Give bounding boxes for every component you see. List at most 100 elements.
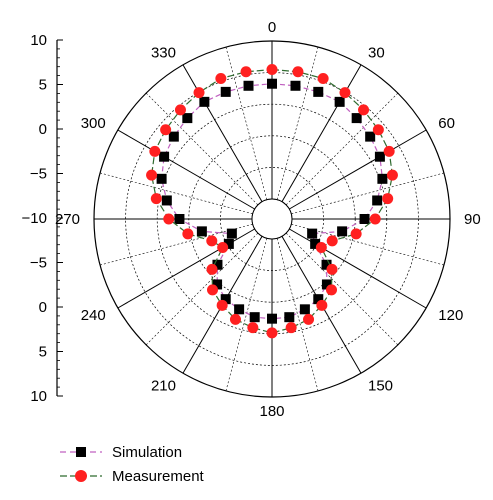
- legend-label-simulation: Simulation: [112, 444, 182, 461]
- legend-marker-simulation: [76, 447, 86, 457]
- grid-spoke-minor: [145, 232, 259, 346]
- data-point-simulation: [337, 226, 348, 237]
- grid-spoke: [117, 129, 255, 210]
- data-point-measurement: [163, 213, 175, 225]
- grid-spoke: [117, 228, 255, 309]
- data-point-simulation: [310, 238, 321, 249]
- data-point-measurement: [193, 87, 205, 99]
- data-point-simulation: [226, 228, 237, 239]
- angle-tick-label: 180: [259, 403, 284, 420]
- data-point-measurement: [317, 72, 329, 84]
- data-point-simulation: [290, 80, 301, 91]
- data-point-measurement: [315, 241, 327, 253]
- data-point-measurement: [266, 63, 278, 75]
- grid-spoke: [182, 64, 263, 202]
- data-point-measurement: [266, 327, 278, 339]
- data-point-simulation: [313, 86, 324, 97]
- grid-ring-inner: [251, 198, 293, 240]
- series-layer: [146, 63, 398, 339]
- angle-tick-label: 270: [55, 211, 80, 228]
- data-point-measurement: [146, 169, 158, 181]
- angle-tick-label: 30: [368, 45, 385, 62]
- data-point-simulation: [223, 238, 234, 249]
- data-point-measurement: [386, 169, 398, 181]
- data-point-measurement: [339, 87, 351, 99]
- angle-tick-label: 330: [151, 45, 176, 62]
- angle-tick-label: 240: [81, 307, 106, 324]
- radial-tick-label: 5: [39, 77, 47, 94]
- data-point-simulation: [267, 78, 277, 89]
- data-point-simulation: [199, 96, 210, 107]
- data-point-simulation: [351, 113, 362, 124]
- grid-spoke: [289, 129, 427, 210]
- data-point-simulation: [156, 173, 167, 184]
- data-point-measurement: [383, 145, 395, 157]
- data-point-simulation: [212, 259, 223, 270]
- data-point-measurement: [316, 299, 328, 311]
- radial-tick-label: 10: [30, 32, 47, 49]
- data-point-simulation: [372, 195, 383, 206]
- grid-spoke-minor: [285, 92, 399, 206]
- radial-tick-label: −5: [30, 166, 47, 183]
- data-point-measurement: [325, 284, 337, 296]
- grid-spoke: [289, 228, 427, 309]
- data-point-measurement: [206, 263, 218, 275]
- grid-spoke-minor: [99, 172, 253, 215]
- grid-spoke-minor: [291, 172, 445, 215]
- grid-spoke-minor: [225, 238, 268, 392]
- data-point-measurement: [182, 228, 194, 240]
- legend-item-measurement: Measurement: [60, 468, 205, 485]
- data-point-simulation: [249, 312, 260, 323]
- data-point-measurement: [247, 322, 259, 334]
- radial-tick-label: −10: [22, 210, 47, 227]
- data-point-measurement: [174, 104, 186, 116]
- data-point-measurement: [292, 66, 304, 78]
- data-point-measurement: [149, 145, 161, 157]
- data-point-simulation: [234, 304, 245, 315]
- radial-axis: 10 5 0 −5 −10 −5 0 5 10: [22, 32, 63, 405]
- data-point-measurement: [369, 213, 381, 225]
- angle-tick-labels: 0 30 60 90 120 150 180 210 240 270 300 330: [55, 19, 481, 420]
- grid-spoke: [281, 64, 362, 202]
- data-point-measurement: [206, 235, 218, 247]
- radial-tick-label: 0: [39, 121, 47, 138]
- grid-spoke-minor: [285, 232, 399, 346]
- data-point-simulation: [307, 228, 318, 239]
- data-point-simulation: [284, 312, 295, 323]
- data-point-measurement: [303, 313, 315, 325]
- data-point-simulation: [374, 151, 385, 162]
- radial-tick-label: 10: [30, 388, 47, 405]
- angle-tick-label: 90: [464, 211, 481, 228]
- radial-tick-label: −5: [30, 255, 47, 272]
- data-point-measurement: [382, 193, 394, 205]
- radial-tick-label: 5: [39, 344, 47, 361]
- data-point-measurement: [150, 193, 162, 205]
- data-point-simulation: [313, 294, 324, 305]
- legend-label-measurement: Measurement: [112, 468, 205, 485]
- data-point-simulation: [377, 173, 388, 184]
- data-point-simulation: [182, 113, 193, 124]
- data-point-measurement: [160, 124, 172, 136]
- data-point-measurement: [229, 313, 241, 325]
- data-point-measurement: [350, 228, 362, 240]
- angle-tick-label: 0: [268, 19, 276, 36]
- data-point-measurement: [372, 124, 384, 136]
- data-point-simulation: [159, 151, 170, 162]
- data-point-simulation: [243, 80, 254, 91]
- data-point-measurement: [358, 104, 370, 116]
- data-point-simulation: [334, 96, 345, 107]
- angle-tick-label: 120: [438, 307, 463, 324]
- data-point-measurement: [216, 299, 228, 311]
- legend: Simulation Measurement: [60, 444, 205, 485]
- data-point-simulation: [321, 279, 332, 290]
- data-point-simulation: [359, 214, 370, 224]
- angle-tick-label: 300: [81, 115, 106, 132]
- radial-tick-label: 0: [39, 299, 47, 316]
- data-point-simulation: [321, 259, 332, 270]
- data-point-measurement: [207, 284, 219, 296]
- data-point-simulation: [299, 304, 310, 315]
- polar-grid: [93, 40, 451, 398]
- data-point-simulation: [168, 131, 179, 142]
- data-point-measurement: [240, 66, 252, 78]
